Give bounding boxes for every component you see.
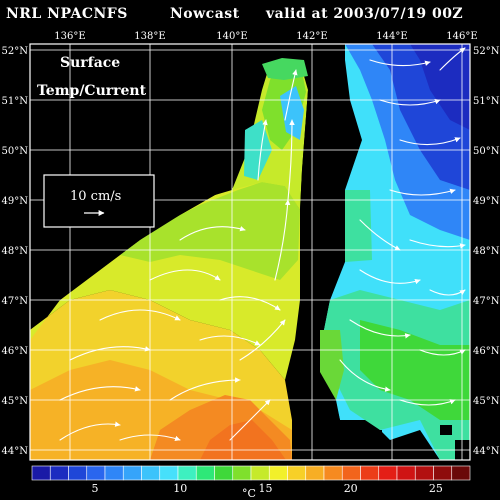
source-title: NRL NPACNFS	[6, 6, 128, 22]
lat-lon-grid	[30, 44, 470, 460]
latitude-tick-label: 46°N	[2, 346, 29, 357]
latitude-tick-label: 52°N	[473, 46, 500, 57]
colorbar-swatch	[451, 465, 471, 481]
colorbar-swatch	[360, 465, 380, 481]
product-title: Nowcast	[170, 6, 240, 22]
latitude-tick-label: 50°N	[2, 146, 29, 157]
latitude-tick-label: 47°N	[473, 296, 500, 307]
colorbar-unit: °C	[242, 487, 256, 500]
colorbar-swatch	[122, 465, 142, 481]
latitude-tick-label: 51°N	[473, 96, 500, 107]
colorbar-swatch	[159, 465, 179, 481]
colorbar-swatch	[250, 465, 270, 481]
colorbar-tick-label: 15	[258, 482, 272, 495]
plot-frame	[29, 43, 471, 461]
latitude-tick-label: 50°N	[473, 146, 500, 157]
colorbar-swatch	[214, 465, 234, 481]
colorbar-swatch	[268, 465, 288, 481]
colorbar-swatch	[396, 465, 416, 481]
colorbar-tick-label: 20	[344, 482, 358, 495]
colorbar-swatch	[232, 465, 252, 481]
longitude-tick-label: 146°E	[446, 31, 477, 42]
colorbar-swatch	[104, 465, 124, 481]
temperature-field-east	[320, 44, 470, 460]
temperature-colorbar	[31, 465, 471, 481]
latitude-tick-labels-left: 52°N 51°N 50°N 49°N 48°N 47°N 46°N 45°N 44°N	[2, 46, 29, 457]
latitude-tick-label: 49°N	[2, 196, 29, 207]
latitude-tick-label: 45°N	[473, 396, 500, 407]
latitude-tick-label: 44°N	[2, 446, 29, 457]
colorbar-swatch	[177, 465, 197, 481]
colorbar-swatch	[49, 465, 69, 481]
latitude-tick-label: 46°N	[473, 346, 500, 357]
longitude-tick-label: 136°E	[54, 31, 85, 42]
colorbar-swatch	[287, 465, 307, 481]
colorbar-swatch	[195, 465, 215, 481]
latitude-tick-label: 48°N	[2, 246, 29, 257]
colorbar-swatch	[414, 465, 434, 481]
colorbar-swatch	[323, 465, 343, 481]
colorbar-swatch	[341, 465, 361, 481]
colorbar-tick-label: 5	[92, 482, 99, 495]
colorbar-tick-labels: 5 10 15 20 25	[92, 482, 443, 495]
valid-time: valid at 2003/07/19 00Z	[266, 6, 464, 22]
longitude-tick-label: 138°E	[134, 31, 165, 42]
latitude-tick-label: 48°N	[473, 246, 500, 257]
longitude-tick-labels: 136°E 138°E 140°E 142°E 144°E 146°E	[54, 31, 477, 42]
longitude-tick-label: 142°E	[296, 31, 327, 42]
vector-scale-label: 10 cm/s	[70, 189, 121, 204]
colorbar-swatch	[86, 465, 106, 481]
colorbar-swatch	[305, 465, 325, 481]
latitude-tick-label: 44°N	[473, 446, 500, 457]
latitude-tick-label: 51°N	[2, 96, 29, 107]
latitude-tick-labels-right: 52°N 51°N 50°N 49°N 48°N 47°N 46°N 45°N 44°N	[473, 46, 500, 457]
latitude-tick-label: 52°N	[2, 46, 29, 57]
vector-scale-box: 10 cm/s	[43, 174, 155, 228]
colorbar-tick-label: 25	[429, 482, 443, 495]
field-title-line1: Surface	[60, 55, 120, 71]
colorbar-swatch	[378, 465, 398, 481]
colorbar-swatch	[68, 465, 88, 481]
colorbar-swatch	[31, 465, 51, 481]
temperature-field-west	[30, 58, 308, 460]
latitude-tick-label: 45°N	[2, 396, 29, 407]
latitude-tick-label: 47°N	[2, 296, 29, 307]
colorbar-swatch	[433, 465, 453, 481]
colorbar-tick-label: 10	[173, 482, 187, 495]
longitude-tick-label: 144°E	[376, 31, 407, 42]
colorbar-swatch	[141, 465, 161, 481]
latitude-tick-label: 49°N	[473, 196, 500, 207]
longitude-tick-label: 140°E	[216, 31, 247, 42]
field-title-line2: Temp/Current	[37, 83, 147, 99]
